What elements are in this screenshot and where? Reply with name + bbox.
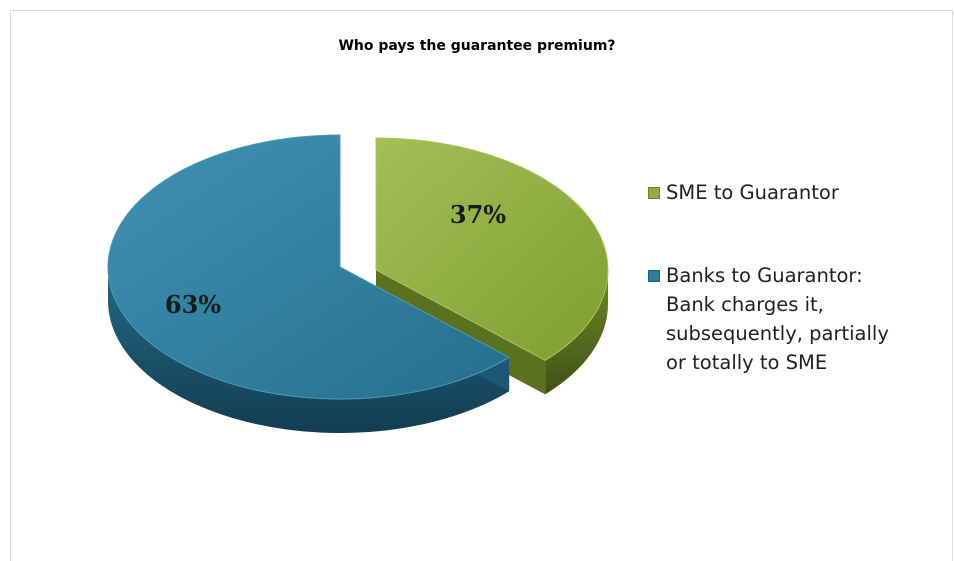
legend-item-sme-to-guarantor: SME to Guarantor bbox=[648, 178, 948, 207]
chart-legend: SME to Guarantor Banks to Guarantor: Bank… bbox=[648, 178, 948, 377]
pie-slice-side-0 bbox=[545, 270, 608, 395]
chart-title: Who pays the guarantee premium? bbox=[338, 38, 616, 54]
legend-label-line: Banks to Guarantor: bbox=[666, 264, 863, 287]
legend-label: SME to Guarantor bbox=[666, 181, 839, 204]
legend-swatch-blue bbox=[648, 270, 660, 282]
pie-slice-side-1 bbox=[108, 267, 510, 434]
data-label-0: 37% bbox=[450, 200, 506, 229]
legend-item-banks-to-guarantor: Banks to Guarantor: Bank charges it, subse… bbox=[648, 261, 948, 377]
legend-label-line: or totally to SME bbox=[666, 351, 828, 374]
chart-frame bbox=[10, 10, 953, 561]
pie-slice-1 bbox=[107, 134, 511, 400]
legend-label-line: Bank charges it, bbox=[666, 293, 824, 316]
data-label-1: 63% bbox=[165, 290, 221, 319]
legend-swatch-green bbox=[648, 187, 660, 199]
legend-label-line: subsequently, partially bbox=[666, 322, 889, 345]
pie-slice-0 bbox=[375, 137, 609, 361]
legend-label-multiline: Banks to Guarantor: Bank charges it, subse… bbox=[666, 261, 948, 377]
